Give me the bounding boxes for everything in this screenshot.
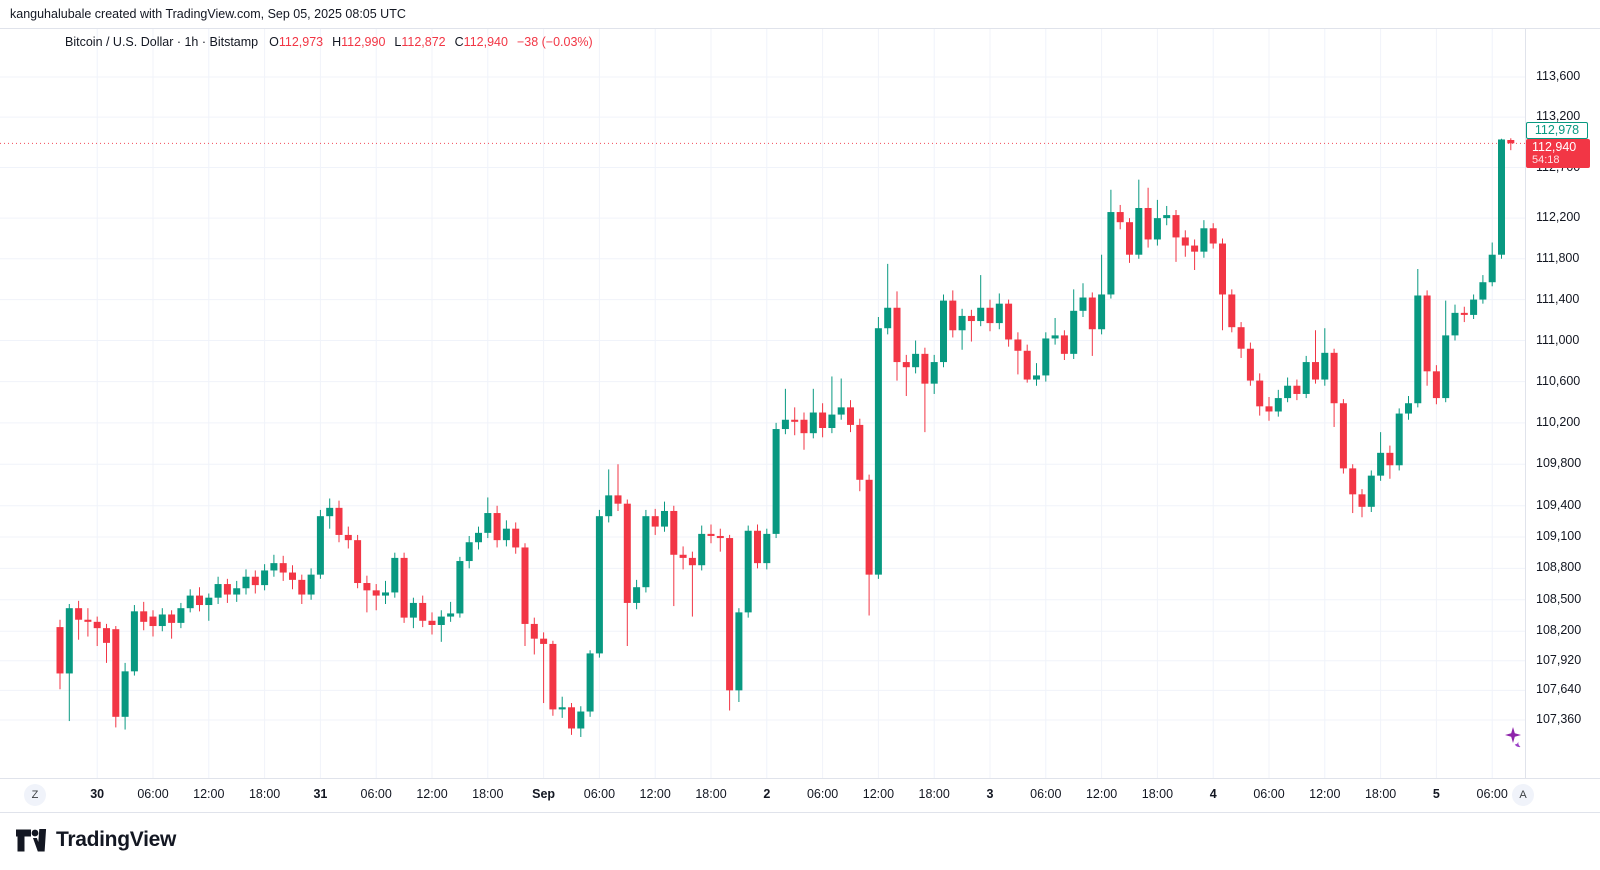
price-change: −38 (−0.03%) [516, 35, 593, 49]
tradingview-wordmark: TradingView [56, 828, 177, 851]
auto-scale-badge[interactable]: A [1512, 784, 1534, 806]
time-tick-label: 18:00 [472, 787, 504, 801]
price-tick-label: 107,920 [1536, 652, 1582, 667]
price-tick-label: 108,500 [1536, 591, 1582, 606]
time-tick-label: 06:00 [360, 787, 392, 801]
price-tick-label: 109,400 [1536, 497, 1582, 512]
ohlc-low: L112,872 [394, 35, 446, 49]
bar-countdown: 54:18 [1532, 154, 1560, 166]
time-tick-day-label: 4 [1209, 787, 1217, 801]
price-tick-label: 109,800 [1536, 456, 1582, 471]
time-tick-label: 12:00 [193, 787, 225, 801]
time-tick-label: 18:00 [695, 787, 727, 801]
candlestick-plot[interactable] [0, 29, 1525, 779]
ohlc-open: O112,973 [269, 35, 324, 49]
price-tick-label: 111,800 [1536, 250, 1580, 265]
ohlc-high: H112,990 [332, 35, 386, 49]
timezone-badge[interactable]: Z [24, 784, 46, 806]
time-tick-label: 06:00 [1253, 787, 1285, 801]
time-tick-label: 18:00 [248, 787, 281, 801]
tradingview-brand[interactable]: TradingView [16, 828, 176, 852]
time-tick-label: 06:00 [806, 787, 839, 801]
price-tick-label: 108,200 [1536, 623, 1582, 638]
attribution-text: kanguhalubale created with TradingView.c… [10, 7, 406, 21]
time-tick-label: 12:00 [1085, 787, 1118, 801]
time-tick-label: 06:00 [137, 787, 169, 801]
price-tick-label: 111,000 [1536, 332, 1580, 347]
time-tick-label: 12:00 [862, 787, 895, 801]
time-tick-label: 06:00 [1030, 787, 1062, 801]
time-axis[interactable]: Z A 30 06:00 12:00 18:00 31 06:00 12:00 18:00 Se… [0, 778, 1600, 812]
time-tick-label: 12:00 [1309, 787, 1341, 801]
price-tick-label: 113,200 [1536, 109, 1581, 124]
time-tick-day-label: Sep [532, 787, 556, 801]
price-tick-label: 111,400 [1536, 291, 1580, 306]
counter-price-label: 112,978 [1526, 122, 1588, 139]
price-tick-label: 112,200 [1536, 210, 1581, 225]
price-tick-label: 107,640 [1536, 682, 1582, 697]
time-tick-label: 06:00 [583, 787, 616, 801]
price-tick-label: 109,100 [1536, 529, 1582, 544]
mouse-cursor-icon [1505, 727, 1521, 748]
time-tick-label: 18:00 [1141, 787, 1174, 801]
symbol-legend[interactable]: Bitcoin / U.S. Dollar · 1h · Bitstamp O1… [65, 35, 593, 49]
ohlc-close: C112,940 [454, 35, 508, 49]
footer: TradingView [0, 812, 1600, 870]
last-price-value: 112,940 [1532, 140, 1577, 154]
last-price-label: 112,940 54:18 [1526, 139, 1590, 168]
chart-area: Bitcoin / U.S. Dollar · 1h · Bitstamp O1… [0, 28, 1600, 779]
price-tick-label: 107,360 [1536, 712, 1582, 726]
time-tick-day-label: 3 [986, 787, 994, 801]
price-tick-label: 108,800 [1536, 560, 1582, 575]
time-tick-day-label: 5 [1432, 787, 1440, 801]
time-tick-label: 06:00 [1476, 787, 1508, 801]
time-tick-day-label: 30 [90, 787, 105, 801]
price-tick-label: 113,600 [1536, 69, 1581, 83]
time-tick-label: 18:00 [1364, 787, 1397, 801]
time-tick-day-label: 31 [313, 787, 328, 801]
time-tick-label: 12:00 [639, 787, 671, 801]
time-tick-label: 18:00 [918, 787, 950, 801]
time-tick-label: 12:00 [416, 787, 448, 801]
symbol-title[interactable]: Bitcoin / U.S. Dollar · 1h · Bitstamp [65, 35, 259, 49]
price-tick-label: 110,200 [1536, 414, 1581, 429]
tradingview-logo-icon [16, 828, 47, 851]
price-tick-label: 110,600 [1536, 373, 1581, 388]
time-tick-day-label: 2 [763, 787, 771, 801]
